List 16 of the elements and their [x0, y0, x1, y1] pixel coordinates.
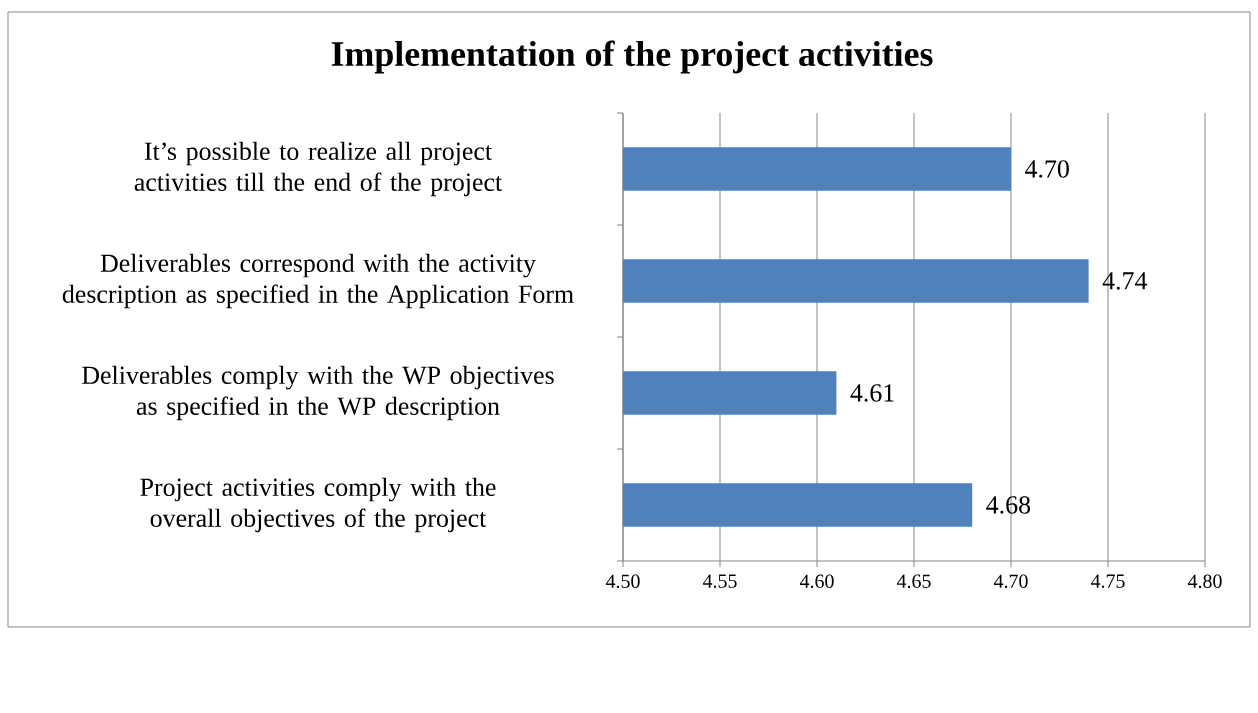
- x-tick-label: 4.80: [1187, 574, 1222, 589]
- x-tick-label: 4.70: [993, 574, 1028, 589]
- y-tick-label: Project activities comply with the overall objectives of the project: [140, 477, 496, 533]
- y-tick-label: Deliverables correspond with the activity description as specified in the Application Form: [62, 253, 574, 309]
- data-label: 4.74: [1102, 272, 1148, 290]
- chart-title: Implementation of the project activities: [331, 40, 933, 74]
- y-tick-label: It’s possible to realize all project activities till the end of the project: [134, 141, 503, 197]
- x-tick-label: 4.50: [605, 574, 640, 589]
- x-tick-label: 4.55: [702, 574, 737, 588]
- data-label: 4.70: [1025, 160, 1069, 178]
- x-tick-label: 4.65: [896, 574, 931, 588]
- x-tick-label: 4.60: [799, 574, 834, 589]
- y-tick-label: Deliverables comply with the WP objectives as specified in the WP description: [82, 365, 554, 421]
- data-label: 4.61: [850, 384, 894, 402]
- x-tick-label: 4.75: [1090, 574, 1125, 588]
- data-label: 4.68: [986, 496, 1031, 514]
